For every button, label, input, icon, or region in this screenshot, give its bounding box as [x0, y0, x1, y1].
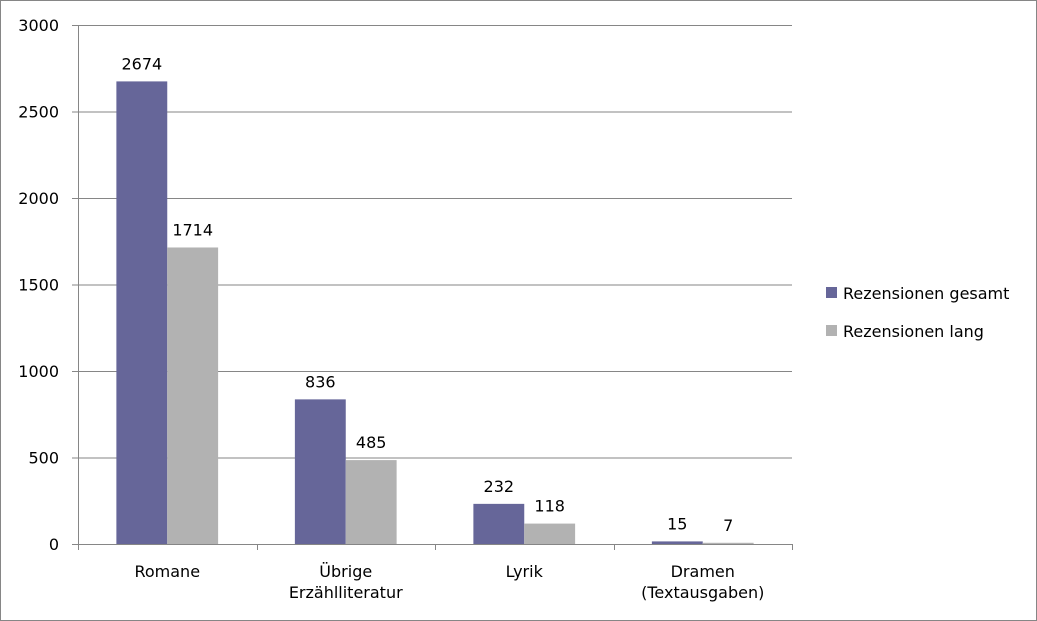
bar — [524, 523, 576, 544]
y-axis-tick-labels: 0 500 1000 1500 2000 2500 3000 — [18, 16, 59, 554]
y-tick-label: 2500 — [18, 103, 59, 122]
x-category-label: Dramen — [671, 562, 735, 581]
data-labels: 2674 1714 836 485 232 118 15 7 — [121, 54, 733, 534]
data-label: 2674 — [121, 54, 162, 73]
bar — [473, 503, 525, 544]
data-label: 7 — [723, 516, 733, 535]
data-label: 485 — [356, 433, 387, 452]
x-category-label: (Textausgaben) — [641, 583, 764, 602]
bars — [116, 81, 754, 544]
x-axis-category-labels: Romane Übrige Erzählliteratur Lyrik Dramen (T… — [134, 562, 764, 602]
x-category-label: Lyrik — [506, 562, 544, 581]
legend-swatch — [826, 287, 837, 298]
y-tick-label: 2000 — [18, 189, 59, 208]
data-label: 1714 — [172, 220, 213, 239]
x-category-label: Erzählliteratur — [289, 583, 403, 602]
x-category-label: Übrige — [319, 562, 372, 581]
y-tick-label: 0 — [49, 535, 59, 554]
legend-label: Rezensionen lang — [843, 322, 984, 341]
data-label: 118 — [534, 497, 565, 516]
bar — [167, 247, 219, 544]
legend-swatch — [826, 325, 837, 336]
y-tick-label: 500 — [28, 449, 59, 468]
data-label: 836 — [305, 372, 336, 391]
data-label: 15 — [667, 514, 687, 533]
y-tick-label: 1000 — [18, 362, 59, 381]
bar — [702, 542, 754, 544]
bar — [651, 541, 703, 544]
legend-label: Rezensionen gesamt — [843, 284, 1009, 303]
data-label: 232 — [484, 477, 515, 496]
y-tick-label: 3000 — [18, 16, 59, 35]
bar — [294, 399, 346, 544]
legend: Rezensionen gesamt Rezensionen lang — [826, 284, 1009, 341]
bar — [116, 81, 168, 544]
x-category-label: Romane — [134, 562, 200, 581]
bar — [345, 460, 397, 544]
axes — [72, 25, 793, 550]
y-tick-label: 1500 — [18, 276, 59, 295]
